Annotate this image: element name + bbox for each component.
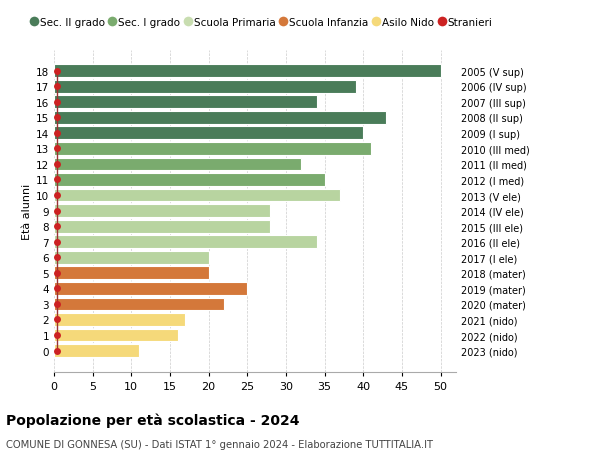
Text: Popolazione per età scolastica - 2024: Popolazione per età scolastica - 2024 (6, 413, 299, 428)
Text: COMUNE DI GONNESA (SU) - Dati ISTAT 1° gennaio 2024 - Elaborazione TUTTITALIA.IT: COMUNE DI GONNESA (SU) - Dati ISTAT 1° g… (6, 440, 433, 449)
Bar (54, 127, 363, 140)
Bar (54, 96, 317, 109)
Bar (54, 344, 139, 357)
Bar (54, 143, 371, 156)
Bar (54, 158, 301, 171)
Bar (54, 189, 340, 202)
Bar (54, 220, 271, 233)
Bar (54, 267, 209, 280)
Bar (54, 329, 178, 341)
Bar (54, 236, 317, 248)
Bar (54, 313, 185, 326)
Bar (54, 65, 440, 78)
Bar (54, 282, 247, 295)
Bar (54, 252, 209, 264)
Bar (54, 298, 224, 311)
Y-axis label: Età alunni: Età alunni (22, 183, 32, 239)
Bar (54, 205, 271, 218)
Legend: Sec. II grado, Sec. I grado, Scuola Primaria, Scuola Infanzia, Asilo Nido, Stran: Sec. II grado, Sec. I grado, Scuola Prim… (27, 14, 496, 32)
Bar (54, 174, 325, 186)
Bar (54, 112, 386, 124)
Bar (54, 81, 355, 93)
